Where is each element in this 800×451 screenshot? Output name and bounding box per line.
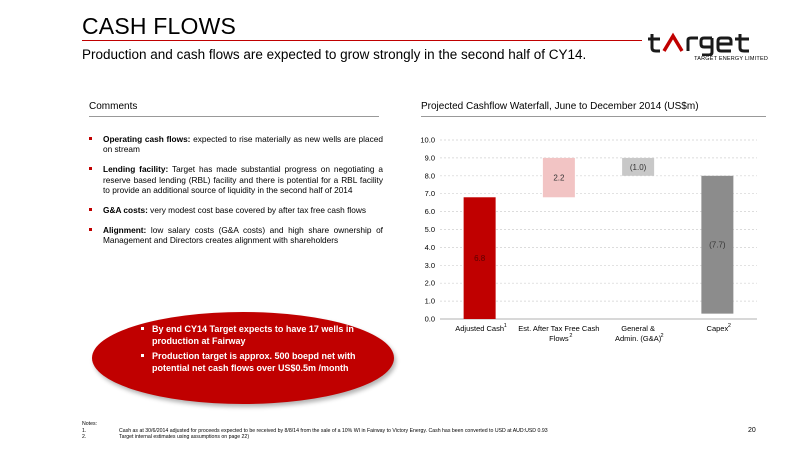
comments-rule <box>89 116 379 117</box>
waterfall-chart: 0.0 1.0 2.0 3.0 4.0 5.0 6.0 7.0 8.0 9.0 10.0 6.8 Adj… <box>420 136 757 343</box>
x-tick-label: Est. After Tax Free Cash <box>518 324 599 333</box>
note-text: Cash as at 30/6/2014 adjusted for procee… <box>119 427 548 434</box>
note-number: 2. <box>82 434 87 440</box>
comment-item: G&A costs: very modest cost base covered… <box>89 205 383 215</box>
bar <box>463 197 496 319</box>
title-rule <box>82 40 642 41</box>
callout-item: By end CY14 Target expects to have 17 we… <box>141 323 377 348</box>
x-tick-label: Adjusted Cash <box>455 324 504 333</box>
x-tick-label: Capex <box>707 324 729 333</box>
y-tick-label: 4.0 <box>425 243 435 252</box>
y-tick-label: 5.0 <box>425 225 435 234</box>
page-subtitle: Production and cash flows are expected t… <box>82 47 587 62</box>
comment-item: Operating cash flows: expected to rise m… <box>89 134 384 155</box>
y-tick-label: 1.0 <box>425 297 435 306</box>
x-tick-label: Admin. (G&A) <box>615 334 662 343</box>
chart-title: Projected Cashflow Waterfall, June to De… <box>421 101 699 112</box>
note-text: Target internal estimates using assumpti… <box>119 434 250 440</box>
note-row: 2. Target internal estimates using assum… <box>82 434 548 441</box>
page-number: 20 <box>748 427 756 434</box>
data-label: 2.2 <box>553 174 565 183</box>
logo-tagline: TARGET ENERGY LIMITED <box>694 56 768 62</box>
footnote-mark: 2 <box>661 333 664 339</box>
y-tick-label: 8.0 <box>425 171 435 180</box>
footnote-mark: 2 <box>569 333 572 339</box>
note-number: 1. <box>82 427 87 434</box>
comment-item: Alignment: low salary costs (G&A costs) … <box>89 225 383 246</box>
footnote-mark: 2 <box>728 323 731 329</box>
y-tick-label: 3.0 <box>425 261 435 270</box>
y-tick-label: 10.0 <box>420 136 435 145</box>
callout-list: By end CY14 Target expects to have 17 we… <box>141 323 377 376</box>
notes-heading: Notes: <box>82 421 97 427</box>
y-tick-label: 7.0 <box>425 189 435 198</box>
comments-heading: Comments <box>89 101 138 112</box>
data-label: 6.8 <box>474 254 486 263</box>
comments-list: Operating cash flows: expected to rise m… <box>89 134 384 256</box>
company-logo: TARGET ENERGY LIMITED <box>648 26 768 62</box>
x-tick-label: Flows <box>549 334 569 343</box>
data-label: (1.0) <box>630 163 647 172</box>
comment-item: Lending facility: Target has made substa… <box>89 164 383 195</box>
y-tick-label: 9.0 <box>425 153 435 162</box>
page-title: CASH FLOWS <box>82 13 237 39</box>
y-tick-label: 0.0 <box>425 315 435 324</box>
notes: Notes: 1. Cash as at 30/6/2014 adjusted … <box>82 421 548 441</box>
callout-item: Production target is approx. 500 boepd n… <box>141 350 377 375</box>
bar <box>622 157 655 176</box>
logo-mark <box>648 32 749 56</box>
y-tick-label: 6.0 <box>425 207 435 216</box>
footnote-mark: 1 <box>504 323 507 329</box>
y-tick-label: 2.0 <box>425 279 435 288</box>
note-row: 1. Cash as at 30/6/2014 adjusted for pro… <box>82 428 548 435</box>
bar <box>542 157 575 198</box>
chart-title-rule <box>421 116 766 117</box>
data-label: (7.7) <box>709 241 726 250</box>
x-tick-label: General & <box>621 324 655 333</box>
bar <box>701 175 734 314</box>
